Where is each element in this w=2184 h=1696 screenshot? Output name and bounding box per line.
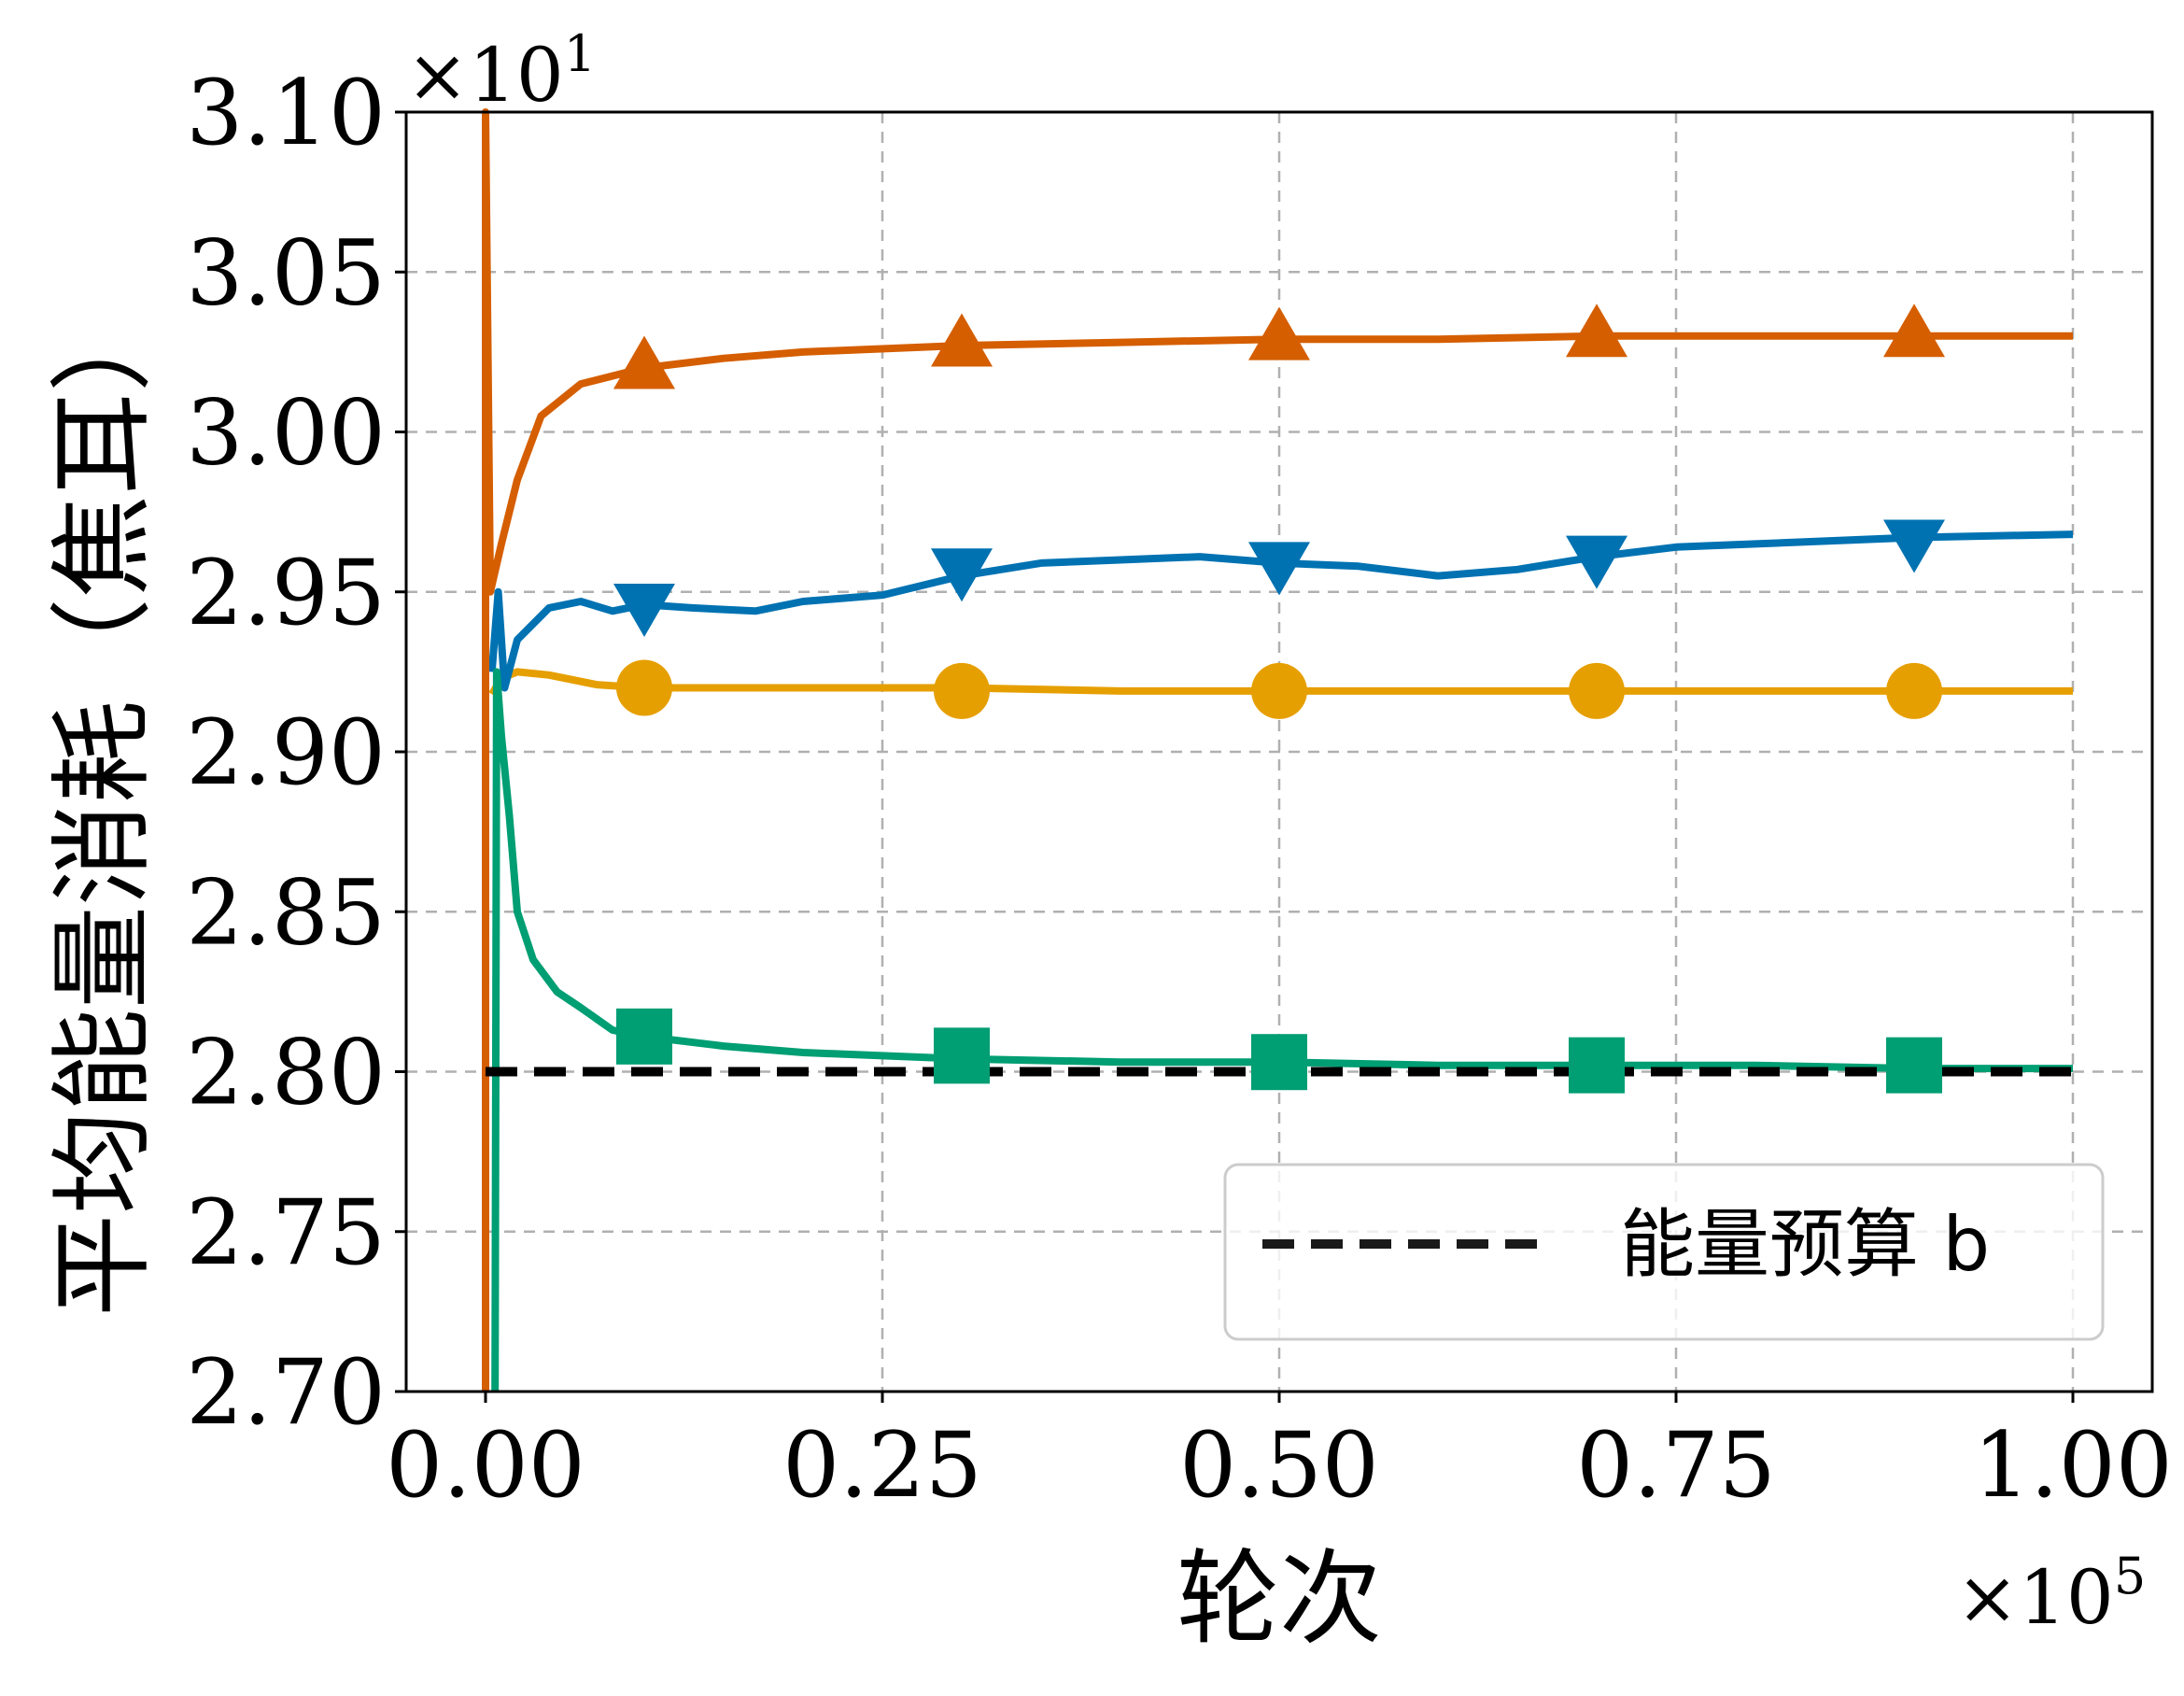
series-marker-square [934,1027,990,1084]
series-marker-circle [1251,662,1307,719]
series-marker-triangle-down [931,548,993,602]
y-axis-ticks: 2.70 2.75 2.80 2.85 2.90 2.95 3.00 3.05 3.10 [186,61,406,1445]
series-marker-square [1251,1034,1307,1091]
legend-box [1223,1163,2105,1341]
y-tick-label: 3.05 [186,220,386,325]
x-multiplier: ×105 [1956,1547,2146,1641]
legend-label-budget: 能量预算 b [1620,1201,1990,1288]
series-marker-circle [1886,662,1942,719]
series-layer [482,108,2074,1392]
series-marker-triangle-up [613,335,675,389]
series-marker-triangle-down [613,583,675,637]
series-marker-triangle-up [1248,306,1310,360]
series-line-green [491,668,2073,1392]
y-tick-label: 3.10 [186,61,386,165]
series-marker-triangle-up [1566,304,1627,358]
y-tick-label: 2.90 [186,700,386,805]
x-tick-label: 0.50 [1179,1413,1379,1518]
y-tick-label: 2.85 [186,860,386,965]
series-marker-triangle-down [1883,519,1945,573]
series-line-orange [482,108,2073,1392]
y-tick-label: 2.70 [186,1340,386,1445]
y-tick-label: 2.95 [186,541,386,645]
x-axis-title: 轮次 [1177,1539,1382,1659]
y-multiplier: ×101 [406,24,596,119]
x-tick-label: 1.00 [1973,1413,2173,1518]
legend: 能量预算 b [1223,1163,2105,1341]
series-marker-square [616,1008,672,1065]
x-axis-ticks: 0.00 0.25 0.50 0.75 1.00 [386,1392,2173,1518]
series-marker-square [1886,1037,1942,1094]
y-tick-label: 3.00 [186,381,386,486]
series-marker-circle [616,659,672,716]
y-axis-title: 平均能量消耗（焦耳） [43,290,162,1317]
x-tick-label: 0.75 [1576,1413,1776,1518]
series-marker-triangle-up [1883,304,1945,358]
series-marker-circle [934,662,990,719]
marker-layer [613,304,1945,1094]
x-tick-label: 0.00 [386,1413,585,1518]
series-marker-triangle-up [931,313,993,367]
series-marker-triangle-down [1248,542,1310,596]
series-marker-circle [1569,662,1625,719]
y-tick-label: 2.80 [186,1021,386,1125]
series-marker-triangle-down [1566,535,1627,589]
x-tick-label: 0.25 [782,1413,982,1518]
y-tick-label: 2.75 [186,1180,386,1285]
series-marker-square [1569,1037,1625,1094]
